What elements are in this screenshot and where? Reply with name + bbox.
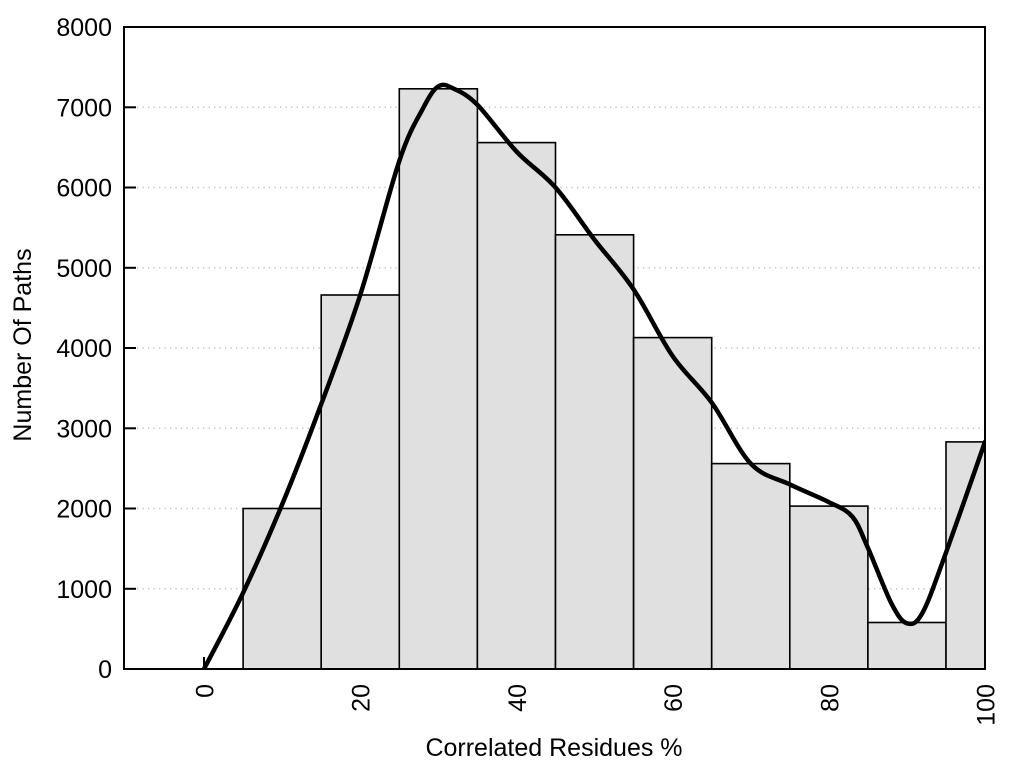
histogram-bar <box>398 88 479 670</box>
histogram-bar <box>788 505 869 670</box>
histogram-bar <box>476 141 557 670</box>
histogram-bar <box>242 507 323 670</box>
x-tick-label: 40 <box>504 684 532 712</box>
y-tick-label: 2000 <box>56 496 112 524</box>
histogram-bar <box>945 441 986 670</box>
y-axis-title: Number Of Paths <box>9 248 37 441</box>
y-tick-label: 8000 <box>56 14 112 42</box>
bars-layer <box>242 88 986 670</box>
y-tick-label: 0 <box>98 656 112 684</box>
density-curve <box>201 82 985 669</box>
x-tick-label: 20 <box>348 684 376 712</box>
plot-border <box>123 26 986 670</box>
x-tick-label: 60 <box>660 684 688 712</box>
y-tick-label: 6000 <box>56 175 112 203</box>
curve-layer <box>201 82 985 669</box>
histogram-bar <box>320 294 401 670</box>
y-tick-label: 5000 <box>56 255 112 283</box>
y-tick-label: 3000 <box>56 415 112 443</box>
x-axis-title: Correlated Residues % <box>425 734 682 762</box>
frame-layer <box>123 26 986 670</box>
histogram-bar <box>554 234 635 670</box>
y-tick-label: 1000 <box>56 576 112 604</box>
y-tick-label: 4000 <box>56 335 112 363</box>
x-tick-label: 100 <box>973 684 1001 726</box>
y-tick-label: 7000 <box>56 94 112 122</box>
histogram-bar <box>710 462 791 670</box>
label-layer: 0 1000 2000 3000 4000 5000 6000 7000 8000 0 20 40 60… <box>56 14 1000 726</box>
x-tick-label: 0 <box>192 684 220 698</box>
x-tick-label: 80 <box>816 684 844 712</box>
histogram-bar <box>867 621 947 670</box>
